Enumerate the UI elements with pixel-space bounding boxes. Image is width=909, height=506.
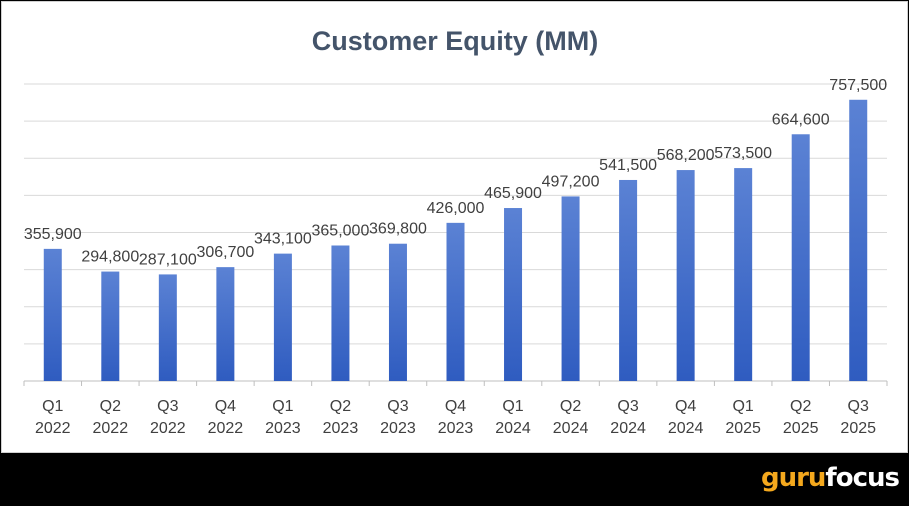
bar xyxy=(216,267,235,381)
data-label: 343,100 xyxy=(254,231,312,248)
x-tick-label: 2023 xyxy=(438,420,474,437)
chart-panel: Customer Equity (MM) 355,900 294,800 287,1… xyxy=(1,1,908,453)
bar xyxy=(158,274,177,381)
x-tick-label: Q3 xyxy=(617,398,638,415)
data-label: 355,900 xyxy=(24,226,82,243)
x-tick-label: 2022 xyxy=(35,420,71,437)
x-tick-label: Q4 xyxy=(445,398,466,415)
x-tick-label: 2022 xyxy=(208,420,244,437)
data-label: 287,100 xyxy=(139,251,197,268)
bar xyxy=(561,196,580,381)
footer-bar xyxy=(0,453,909,506)
bar xyxy=(504,208,523,381)
gurufocus-logo: gurufocus xyxy=(760,463,900,493)
bar xyxy=(446,222,465,381)
bar xyxy=(331,245,350,381)
x-tick-label: 2025 xyxy=(840,420,876,437)
x-tick-label: Q3 xyxy=(157,398,178,415)
x-tick-label: Q3 xyxy=(387,398,408,415)
data-label: 426,000 xyxy=(427,200,485,217)
data-label: 306,700 xyxy=(196,244,254,261)
x-tick-label: Q4 xyxy=(215,398,236,415)
bar xyxy=(101,271,120,381)
x-tick-label: Q1 xyxy=(42,398,63,415)
x-tick-label: 2024 xyxy=(495,420,531,437)
x-tick-label: 2025 xyxy=(783,420,819,437)
x-tick-label: 2023 xyxy=(265,420,301,437)
x-tick-label: Q2 xyxy=(560,398,581,415)
x-tick-label: Q3 xyxy=(848,398,869,415)
x-tick-label: 2022 xyxy=(150,420,186,437)
data-label: 497,200 xyxy=(542,173,600,190)
data-label: 465,900 xyxy=(484,185,542,202)
x-tick-label: Q2 xyxy=(100,398,121,415)
x-tick-label: 2025 xyxy=(725,420,761,437)
data-label: 664,600 xyxy=(772,111,830,128)
data-label: 369,800 xyxy=(369,221,427,238)
x-tick-label: 2024 xyxy=(553,420,589,437)
bar xyxy=(791,134,810,381)
bar xyxy=(273,253,292,381)
x-tick-label: Q1 xyxy=(502,398,523,415)
data-label: 573,500 xyxy=(714,145,772,162)
data-label: 294,800 xyxy=(81,249,139,266)
x-tick-label: Q2 xyxy=(790,398,811,415)
x-tick-label: Q4 xyxy=(675,398,696,415)
data-label: 541,500 xyxy=(599,157,657,174)
x-tick-label: Q2 xyxy=(330,398,351,415)
data-label: 365,000 xyxy=(312,222,370,239)
x-tick-label: 2023 xyxy=(323,420,359,437)
bars xyxy=(43,99,868,381)
x-tick-label: 2023 xyxy=(380,420,416,437)
bar xyxy=(43,248,62,381)
x-tick-label: 2024 xyxy=(668,420,704,437)
x-tick-label: Q1 xyxy=(272,398,293,415)
bar xyxy=(676,170,695,381)
x-tick-label: 2022 xyxy=(93,420,129,437)
bar-chart: Customer Equity (MM) 355,900 294,800 287,1… xyxy=(23,26,888,437)
chart-title: Customer Equity (MM) xyxy=(312,26,599,56)
x-tick-labels: Q1 2022 Q2 2022 Q3 2022 Q4 2022 Q1 2023 Q2 2023 Q3 20… xyxy=(35,398,876,437)
bar xyxy=(849,99,868,381)
bar xyxy=(388,243,407,381)
data-label: 757,500 xyxy=(829,77,887,94)
x-tick-label: Q1 xyxy=(732,398,753,415)
x-tick-label: 2024 xyxy=(610,420,646,437)
data-label: 568,200 xyxy=(657,147,715,164)
bar xyxy=(734,168,753,381)
bar xyxy=(619,179,638,381)
